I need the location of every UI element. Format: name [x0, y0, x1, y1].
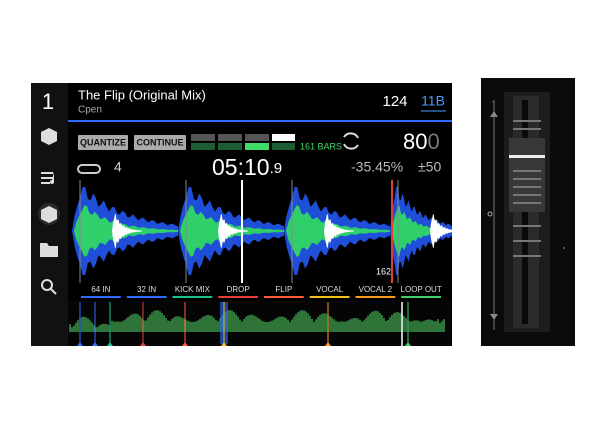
time: 05:10.9 [212, 154, 282, 180]
header-divider [68, 120, 452, 122]
continue-button[interactable] [134, 135, 186, 150]
cue-row: 64 IN 32 IN KICK MIX DROP FLIP VOCAL VOCAL 2 LO… [81, 285, 442, 298]
cue-underline [264, 296, 304, 298]
folder-icon[interactable] [40, 243, 58, 257]
search-icon[interactable] [41, 279, 53, 291]
cue-underline [401, 296, 441, 298]
quantize-button[interactable] [78, 135, 128, 150]
fader-cap[interactable] [509, 138, 545, 212]
cue-marker-head [182, 342, 188, 346]
cue-label[interactable]: 32 IN [137, 285, 156, 294]
loop-icon[interactable] [77, 164, 101, 174]
cue-label[interactable]: FLIP [275, 285, 292, 294]
cue-label[interactable]: 64 IN [91, 285, 110, 294]
bar-meter [191, 134, 295, 150]
pitch-range: ±50 [418, 159, 441, 175]
wave-high [218, 213, 248, 249]
wave-high [430, 213, 460, 249]
bpm: 124 [382, 93, 407, 110]
waveform [72, 180, 460, 283]
cue-underline [172, 296, 213, 298]
library-icon[interactable] [41, 206, 57, 223]
cue-label[interactable]: KICK MIX [175, 285, 211, 294]
cue-underline [81, 296, 121, 298]
cue-marker-head [140, 342, 146, 346]
fader-panel: - [481, 78, 575, 346]
fader-scale-top: - [492, 99, 495, 106]
time-tenth: .9 [270, 160, 283, 177]
cue-marker-head [92, 342, 98, 346]
cue-marker-head [325, 342, 331, 346]
tempo-value: 800 [403, 129, 440, 154]
pitch: -35.45% [351, 159, 403, 175]
marker-label: 162 [376, 266, 391, 276]
quantize-label: QUANTIZE [80, 137, 126, 147]
cue-underline [355, 296, 396, 298]
sync-icon[interactable] [343, 132, 359, 150]
continue-label: CONTINUE [137, 137, 184, 147]
cue-marker-head [405, 342, 411, 346]
track-artist: Cpen [78, 105, 102, 116]
cue-marker-head [77, 342, 83, 346]
wave-high [324, 213, 354, 249]
cue-marker-head [221, 342, 227, 346]
cue-label[interactable]: DROP [227, 285, 250, 294]
tempo-main: 80 [403, 129, 427, 154]
time-main: 05:10 [212, 154, 270, 180]
deck-number: 1 [42, 89, 54, 114]
sidebar-icons [38, 128, 60, 295]
cue-underline [218, 296, 258, 298]
cue-marker-head [107, 342, 113, 346]
bars-remaining: 161 BARS [300, 141, 342, 151]
wave-high [112, 213, 142, 249]
key: 11B [421, 93, 445, 109]
loop-size: 4 [114, 159, 122, 175]
track-title: The Flip (Original Mix) [78, 87, 206, 102]
cue-label[interactable]: VOCAL [316, 285, 344, 294]
crate-icon[interactable] [41, 128, 57, 145]
cue-underline [126, 296, 167, 298]
wave-mid [392, 205, 452, 257]
cue-underline [309, 296, 350, 298]
cue-label[interactable]: VOCAL 2 [359, 285, 393, 294]
overview [68, 300, 452, 346]
playlist-icon[interactable] [41, 172, 54, 184]
tempo-dim: 0 [427, 129, 439, 154]
cue-label[interactable]: LOOP OUT [401, 285, 442, 294]
